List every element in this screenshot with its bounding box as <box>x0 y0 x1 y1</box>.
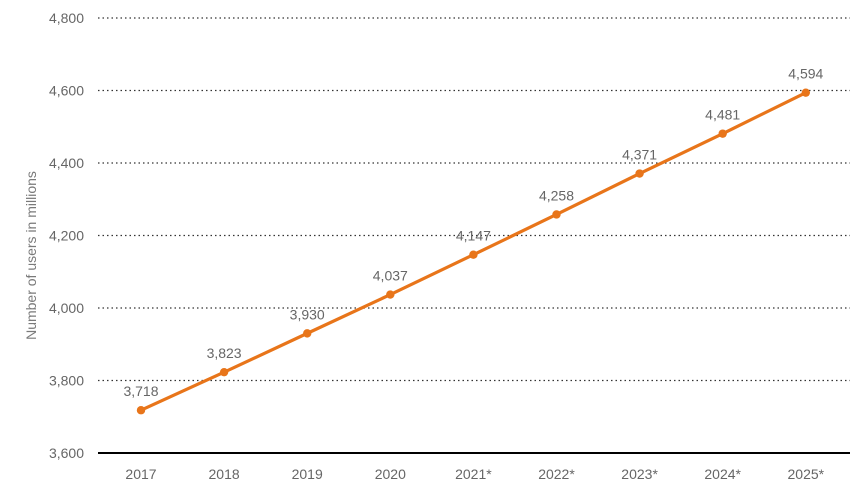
data-label: 4,258 <box>539 187 574 203</box>
data-label: 4,147 <box>456 228 491 244</box>
x-tick-label: 2018 <box>209 466 240 482</box>
y-tick-label: 3,600 <box>49 445 84 461</box>
data-label: 3,930 <box>290 306 325 322</box>
x-tick-label: 2020 <box>375 466 406 482</box>
x-tick-label: 2021* <box>455 466 492 482</box>
y-tick-label: 4,000 <box>49 300 84 316</box>
y-tick-label: 4,200 <box>49 228 84 244</box>
data-point <box>635 169 644 178</box>
x-tick-label: 2023* <box>621 466 658 482</box>
data-point <box>718 129 727 138</box>
data-point <box>469 250 478 259</box>
data-label: 4,594 <box>788 66 823 82</box>
data-point <box>136 406 146 415</box>
y-axis-ticks: 3,600 3,800 4,000 4,200 4,400 4,600 4,800 <box>49 10 84 461</box>
y-axis-title: Number of users in millions <box>23 171 39 340</box>
data-label: 4,037 <box>373 268 408 284</box>
x-tick-label: 2017 <box>125 466 156 482</box>
series-layer <box>136 88 810 415</box>
data-point <box>219 367 229 377</box>
x-tick-label: 2025* <box>788 466 825 482</box>
data-point <box>386 290 395 299</box>
data-labels: 3,718 3,823 3,930 4,037 4,147 4,258 4,371 4,481… <box>123 66 823 400</box>
y-tick-label: 4,600 <box>49 83 84 99</box>
data-point <box>303 329 312 338</box>
y-tick-label: 4,800 <box>49 10 84 26</box>
y-tick-label: 4,400 <box>49 155 84 171</box>
x-tick-label: 2019 <box>292 466 323 482</box>
data-label: 4,371 <box>622 147 657 163</box>
gridlines <box>98 17 850 382</box>
data-label: 3,823 <box>207 345 242 361</box>
y-tick-label: 3,800 <box>49 373 84 389</box>
x-axis-ticks: 2017 2018 2019 2020 2021* 2022* 2023* 2024* 2025… <box>125 466 824 482</box>
data-label: 4,481 <box>705 107 740 123</box>
data-label: 3,718 <box>123 383 158 399</box>
data-point <box>801 88 810 97</box>
x-tick-label: 2022* <box>538 466 575 482</box>
data-point <box>552 210 561 219</box>
x-tick-label: 2024* <box>704 466 741 482</box>
